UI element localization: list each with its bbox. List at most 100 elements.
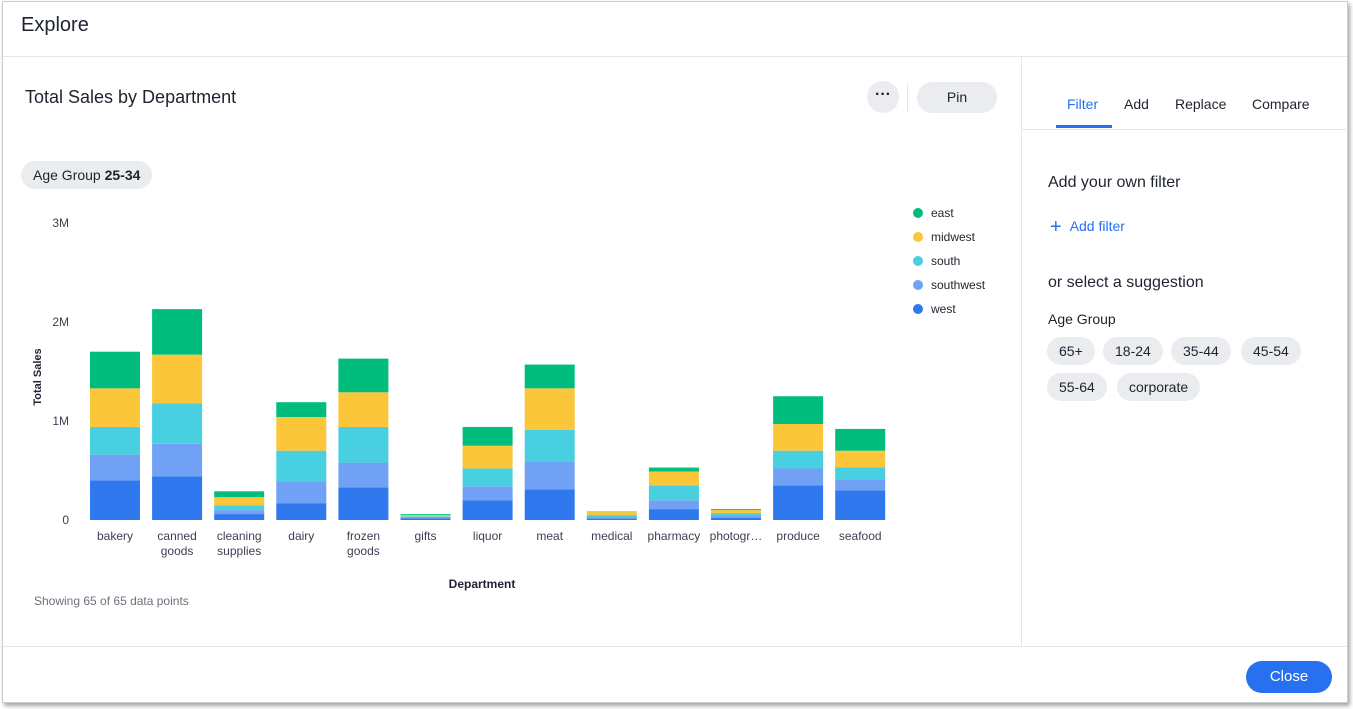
legend-swatch-east	[913, 208, 923, 218]
bar-segment-south	[400, 516, 451, 518]
x-tick-label: medical	[591, 529, 632, 543]
bar-segment-west	[276, 503, 327, 520]
bar-segment-midwest	[835, 450, 886, 468]
bar-segment-southwest	[338, 462, 389, 488]
bar-segment-east	[462, 426, 513, 446]
bar-segment-midwest	[152, 354, 203, 404]
x-tick-label: produce	[776, 529, 820, 543]
bar-segment-midwest	[524, 388, 575, 430]
bar-segment-west	[462, 500, 513, 520]
tab-compare[interactable]: Compare	[1252, 96, 1310, 112]
age-group-filter-chip[interactable]: Age Group 25-34	[21, 161, 153, 189]
legend-label: south	[931, 254, 960, 268]
bar-segment-southwest	[711, 516, 761, 519]
bar-segment-south	[586, 515, 637, 518]
x-tick-label: frozen	[347, 529, 380, 543]
x-tick-label: dairy	[288, 529, 314, 543]
bar-segment-east	[835, 428, 886, 451]
filter-chip-label: Age Group	[33, 167, 101, 183]
bar-segment-west	[152, 476, 203, 520]
bar-segment-midwest	[462, 445, 513, 469]
bar-segment-west	[338, 487, 389, 520]
bar-segment-west	[214, 514, 265, 520]
suggestion-chip[interactable]: 35-44	[1171, 337, 1231, 365]
bar-segment-south	[214, 505, 265, 511]
tab-replace[interactable]: Replace	[1175, 96, 1227, 112]
bar-segment-midwest	[276, 417, 327, 451]
dialog-header: Explore	[3, 2, 1347, 57]
legend-swatch-midwest	[913, 232, 923, 242]
bar-segment-southwest	[648, 500, 699, 510]
dialog-footer: Close	[3, 646, 1347, 703]
bar-segment-southwest	[586, 517, 637, 520]
x-tick-label: meat	[536, 529, 563, 543]
chart-title: Total Sales by Department	[25, 87, 237, 107]
bar-segment-east	[648, 467, 699, 472]
x-tick-label: photogr…	[710, 529, 763, 543]
own-filter-heading: Add your own filter	[1048, 174, 1181, 191]
explore-side-panel: Filter Add Replace Compare Add your own …	[1021, 57, 1348, 646]
add-filter-button[interactable]: + Add filter	[1050, 216, 1125, 239]
x-tick-label: seafood	[839, 529, 882, 543]
bar-segment-midwest	[214, 497, 265, 506]
x-tick-label: liquor	[473, 529, 502, 543]
bar-segment-south	[711, 513, 761, 517]
bar-segment-west	[524, 489, 575, 520]
bar-segment-southwest	[462, 486, 513, 501]
bar-segment-west	[400, 518, 451, 520]
bar-segment-midwest	[648, 471, 699, 486]
bar-segment-midwest	[338, 392, 389, 427]
suggestion-chip[interactable]: 45-54	[1241, 337, 1301, 365]
tab-add[interactable]: Add	[1124, 96, 1149, 112]
stacked-bar-chart: 0 1M 2M 3M Total Sales Department bakery canned…	[32, 206, 986, 591]
tab-filter[interactable]: Filter	[1067, 96, 1099, 112]
bar-segment-southwest	[773, 468, 824, 486]
bar-segment-south	[648, 485, 699, 501]
bar-segment-midwest	[586, 512, 637, 516]
y-tick-label: 1M	[52, 414, 69, 428]
suggestion-chip[interactable]: 55-64	[1047, 373, 1107, 401]
bar-segment-south	[90, 426, 140, 455]
suggestion-group-label: Age Group	[1048, 311, 1116, 327]
y-tick-label: 3M	[52, 216, 69, 230]
divider	[907, 83, 908, 113]
suggestion-chip[interactable]: corporate	[1117, 373, 1201, 401]
bar-segment-east	[152, 309, 203, 355]
y-tick-label: 2M	[52, 315, 69, 329]
bar-segment-midwest	[400, 515, 451, 517]
bar-segment-southwest	[400, 517, 451, 519]
y-axis-label: Total Sales	[32, 348, 44, 405]
more-options-button[interactable]: ···	[867, 81, 899, 113]
x-tick-label: pharmacy	[648, 529, 701, 543]
bar-segment-southwest	[214, 510, 265, 515]
bar-segment-west	[835, 490, 886, 520]
plus-icon: +	[1050, 216, 1062, 238]
bar-segment-west	[773, 485, 824, 520]
x-tick-label: supplies	[217, 544, 261, 558]
bar-segment-south	[338, 426, 389, 463]
dialog-title: Explore	[21, 14, 89, 36]
bar-segment-south	[276, 450, 327, 482]
bar-segment-southwest	[152, 443, 203, 477]
legend-swatch-south	[913, 256, 923, 266]
bar-segment-east	[711, 509, 761, 511]
close-button[interactable]: Close	[1246, 661, 1332, 693]
tab-bar: Filter Add Replace Compare	[1022, 57, 1348, 130]
suggestion-chip[interactable]: 18-24	[1103, 337, 1163, 365]
data-points-note: Showing 65 of 65 data points	[34, 594, 189, 608]
legend-swatch-southwest	[913, 280, 923, 290]
bar-segment-south	[835, 467, 886, 480]
bar-segment-south	[152, 403, 203, 444]
suggestion-chip[interactable]: 65+	[1047, 337, 1095, 365]
legend-swatch-west	[913, 304, 923, 314]
bar-segment-south	[524, 429, 575, 462]
legend-label: southwest	[931, 278, 986, 292]
x-tick-label: canned	[157, 529, 196, 543]
bar-segment-southwest	[90, 454, 140, 481]
active-tab-indicator	[1056, 125, 1112, 128]
y-tick-label: 0	[62, 513, 69, 527]
pin-button[interactable]: Pin	[917, 82, 997, 113]
bar-segment-midwest	[711, 510, 761, 514]
bar-segment-west	[711, 518, 761, 520]
